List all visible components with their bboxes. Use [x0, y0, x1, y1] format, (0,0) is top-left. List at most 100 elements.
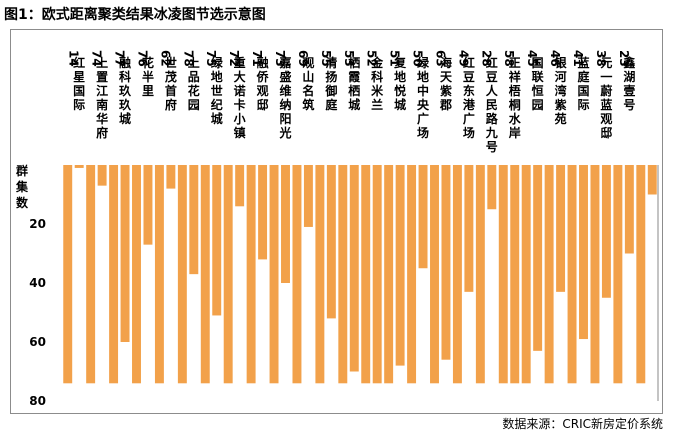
svg-text:米: 米 — [371, 83, 384, 98]
svg-text:地: 地 — [394, 69, 406, 84]
svg-text:江: 江 — [96, 83, 108, 98]
bar — [223, 165, 233, 384]
svg-text:河: 河 — [554, 69, 567, 84]
svg-text:际: 际 — [73, 98, 85, 112]
svg-text:蓝: 蓝 — [577, 55, 589, 70]
svg-text:诺: 诺 — [234, 83, 246, 98]
bar — [590, 165, 600, 384]
svg-text:大: 大 — [234, 69, 246, 84]
svg-text:霞: 霞 — [348, 70, 361, 84]
svg-text:栖: 栖 — [348, 55, 360, 70]
bar — [269, 165, 279, 384]
bar — [395, 165, 405, 366]
bar — [533, 165, 543, 351]
chart-title: 图1：欧式距离聚类结果冰凌图节选示意图 — [4, 7, 266, 23]
bar — [452, 165, 462, 384]
svg-text:元: 元 — [600, 56, 612, 70]
bar — [407, 165, 417, 384]
bar — [624, 165, 634, 254]
bar — [430, 165, 439, 384]
svg-text:融: 融 — [119, 55, 131, 70]
svg-text:蔚: 蔚 — [600, 83, 612, 98]
bar — [143, 165, 153, 245]
svg-text:金: 金 — [370, 55, 384, 70]
svg-text:14: 14 — [67, 50, 81, 67]
y-tick-label: 60 — [29, 335, 46, 349]
bar — [326, 165, 336, 319]
svg-text:重: 重 — [234, 55, 246, 70]
svg-text:央: 央 — [417, 97, 430, 112]
bar — [567, 165, 577, 384]
svg-text:庭: 庭 — [577, 69, 589, 84]
svg-text:绿: 绿 — [417, 55, 430, 70]
svg-text:上: 上 — [188, 55, 200, 70]
svg-text:豆: 豆 — [486, 70, 498, 84]
svg-text:科: 科 — [119, 69, 131, 84]
bar — [154, 165, 164, 384]
svg-text:港: 港 — [463, 97, 476, 112]
bar — [613, 165, 623, 384]
svg-text:庭: 庭 — [325, 97, 337, 112]
svg-text:28: 28 — [479, 50, 493, 67]
bar — [120, 165, 130, 342]
bar — [338, 165, 348, 384]
svg-text:红: 红 — [463, 55, 475, 70]
svg-text:茂: 茂 — [165, 69, 177, 84]
chart-frame — [10, 29, 663, 414]
svg-text:23: 23 — [617, 50, 631, 67]
svg-text:号: 号 — [623, 97, 635, 112]
svg-text:盛: 盛 — [279, 69, 291, 84]
svg-text:蓝: 蓝 — [600, 97, 612, 112]
svg-text:77: 77 — [113, 50, 127, 67]
svg-text:联: 联 — [532, 70, 544, 84]
svg-text:玖: 玖 — [119, 83, 132, 98]
svg-text:72: 72 — [227, 50, 241, 67]
bar — [510, 165, 520, 384]
svg-text:路: 路 — [486, 111, 499, 126]
svg-text:观: 观 — [600, 112, 612, 126]
svg-text:名: 名 — [302, 83, 314, 98]
svg-text:绿: 绿 — [211, 55, 224, 70]
bar — [97, 165, 107, 186]
svg-text:74: 74 — [90, 50, 104, 67]
svg-text:38: 38 — [594, 50, 608, 67]
svg-text:壹: 壹 — [623, 83, 635, 98]
bar — [303, 165, 313, 227]
bar — [258, 165, 268, 260]
svg-text:城: 城 — [348, 97, 360, 112]
bar — [475, 165, 485, 384]
svg-text:东: 东 — [463, 83, 475, 98]
svg-text:49: 49 — [456, 50, 470, 67]
svg-text:上: 上 — [96, 55, 108, 70]
svg-text:水: 水 — [509, 111, 522, 126]
svg-text:紫: 紫 — [440, 83, 452, 98]
svg-text:71: 71 — [250, 50, 264, 67]
bar — [372, 165, 382, 384]
y-axis-label-char: 集 — [15, 179, 29, 194]
svg-text:御: 御 — [324, 83, 337, 98]
svg-text:清: 清 — [325, 55, 337, 70]
bar — [579, 165, 588, 340]
svg-text:国: 国 — [577, 84, 589, 98]
svg-text:纳: 纳 — [279, 97, 291, 112]
bar — [487, 165, 497, 210]
bar — [74, 165, 84, 168]
svg-text:玖: 玖 — [119, 97, 132, 112]
svg-text:华: 华 — [96, 111, 108, 126]
bar — [521, 165, 531, 384]
y-axis-label-char: 数 — [16, 195, 29, 210]
bar — [177, 165, 187, 384]
svg-text:地: 地 — [417, 69, 429, 84]
bar — [212, 165, 222, 316]
svg-text:九: 九 — [485, 125, 498, 140]
